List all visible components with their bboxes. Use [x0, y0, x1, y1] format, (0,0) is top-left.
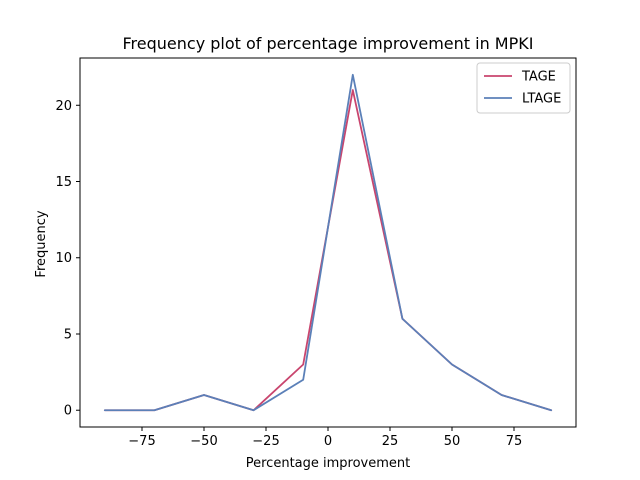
x-tick-label: −25 [252, 434, 279, 449]
y-tick-label: 0 [64, 404, 72, 419]
legend-label-tage: TAGE [521, 70, 556, 85]
x-tick-label: 25 [382, 434, 399, 449]
x-axis-label: Percentage improvement [246, 456, 411, 471]
x-tick-label: −75 [128, 434, 155, 449]
series-line-ltage [103, 73, 553, 412]
chart-title: Frequency plot of percentage improvement… [123, 34, 534, 53]
legend: TAGE LTAGE [476, 62, 571, 114]
series-line-tage [103, 89, 553, 412]
x-tick-label: 75 [506, 434, 523, 449]
y-tick-label: 20 [55, 99, 72, 114]
x-tick-label: 50 [444, 434, 461, 449]
y-axis-label: Frequency [34, 210, 49, 277]
y-tick-label: 15 [55, 175, 72, 190]
y-tick-label: 5 [64, 327, 72, 342]
legend-label-ltage: LTAGE [522, 92, 561, 107]
x-tick-label: −50 [190, 434, 217, 449]
plot-area: −75 −50 −25 0 25 50 75 0 5 10 15 20 [55, 57, 577, 449]
x-tick-label: 0 [324, 434, 332, 449]
y-tick-label: 10 [55, 251, 72, 266]
